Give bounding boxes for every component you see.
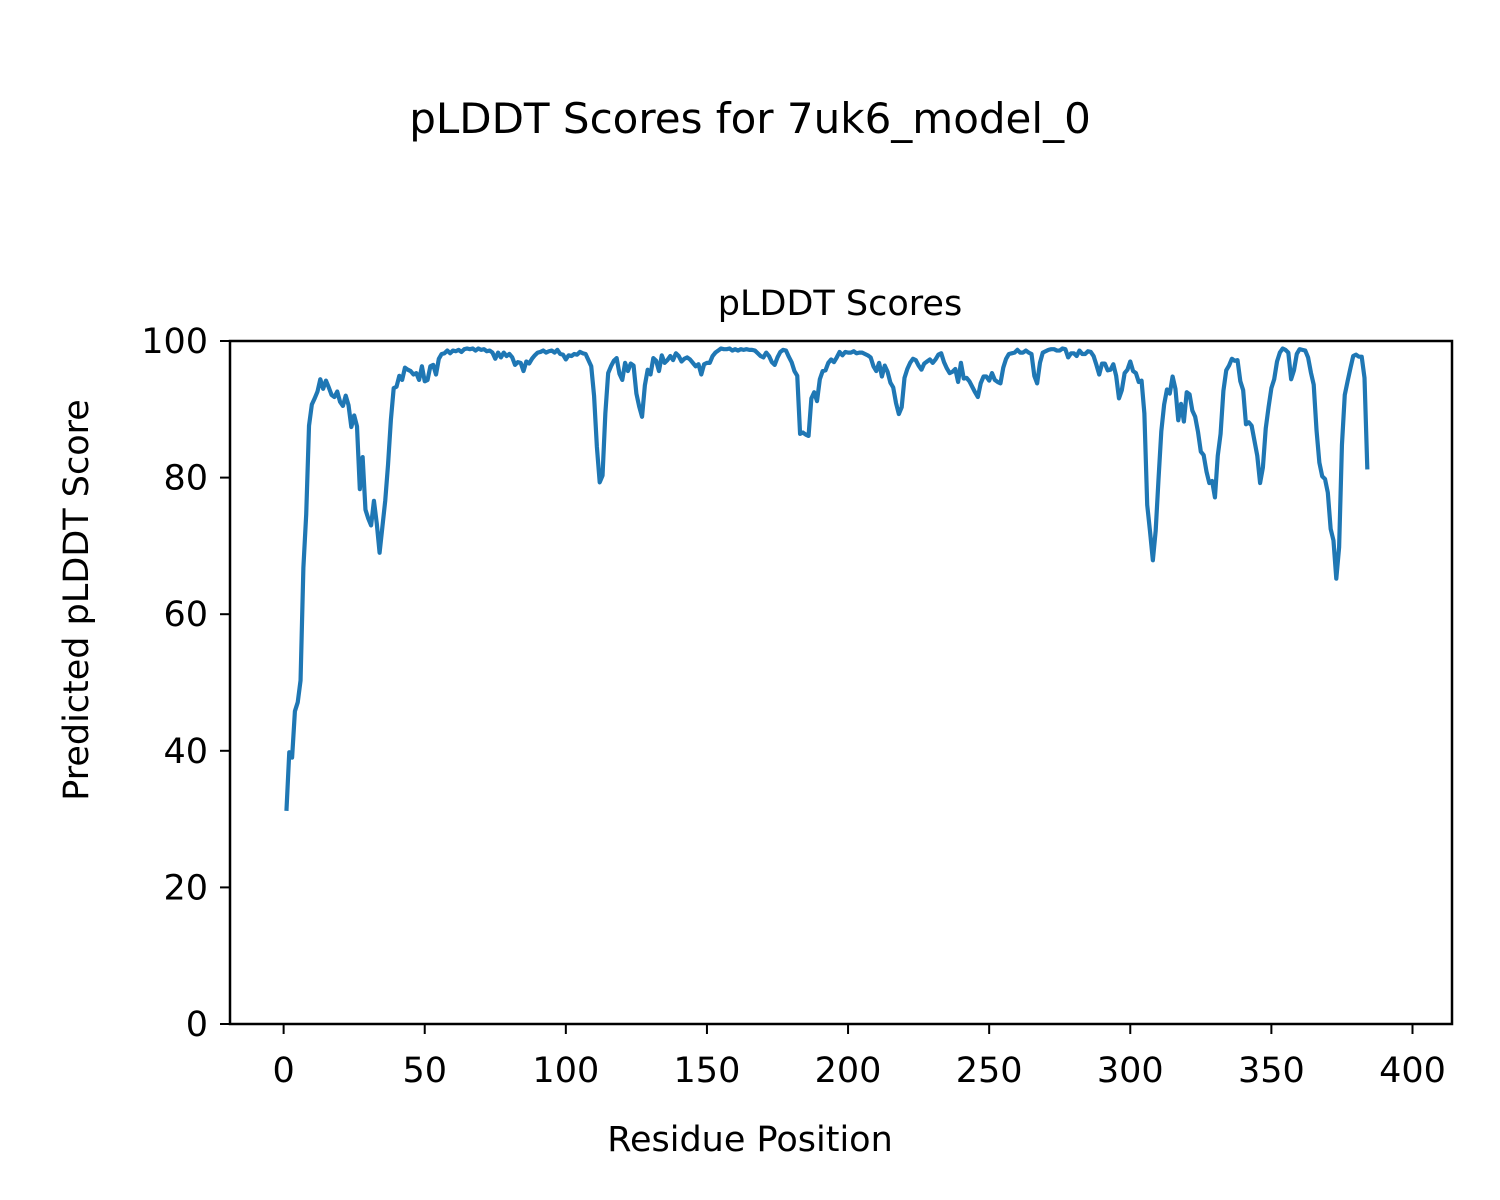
x-axis-label: Residue Position: [607, 1120, 893, 1160]
y-tick-label: 80: [163, 459, 208, 499]
y-tick-label: 20: [163, 868, 208, 908]
x-tick-label: 400: [1379, 1051, 1446, 1091]
x-tick-label: 200: [815, 1051, 882, 1091]
figure-suptitle: pLDDT Scores for 7uk6_model_0: [409, 94, 1091, 143]
x-tick-label: 0: [272, 1051, 294, 1091]
x-tick-label: 300: [1097, 1051, 1164, 1091]
y-tick-label: 0: [186, 1005, 208, 1045]
y-tick-label: 40: [163, 732, 208, 772]
x-tick-label: 150: [674, 1051, 741, 1091]
y-axis-ticks: 0 20 40 60 80 100: [141, 322, 230, 1045]
axes-frame: [228, 339, 1454, 1026]
x-axis-ticks: 0 50 100 150 200 250 300 350 400: [272, 1024, 1446, 1091]
x-tick-label: 100: [532, 1051, 599, 1091]
plot-area: [228, 339, 1454, 1026]
x-tick-label: 50: [402, 1051, 447, 1091]
x-tick-label: 350: [1238, 1051, 1305, 1091]
y-tick-label: 100: [141, 322, 208, 362]
plddt-series-line: [284, 346, 1370, 812]
x-tick-label: 250: [956, 1051, 1023, 1091]
y-axis-label: Predicted pLDDT Score: [57, 399, 97, 801]
y-tick-label: 60: [163, 595, 208, 635]
chart-title: pLDDT Scores: [718, 284, 962, 324]
